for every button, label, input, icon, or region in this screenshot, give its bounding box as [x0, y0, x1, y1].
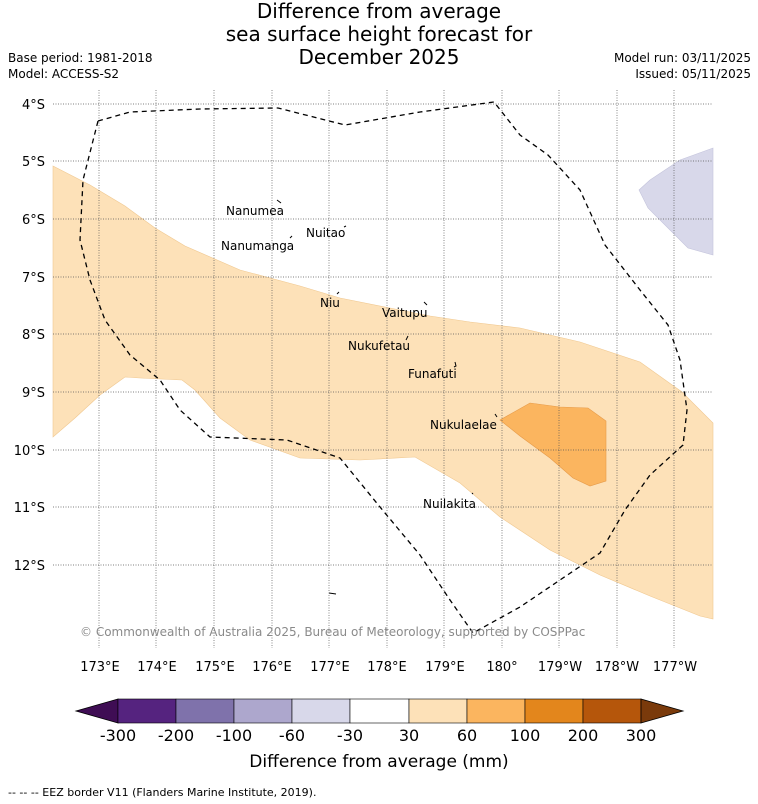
eez-legend-note: -- -- -- EEZ border V11 (Flanders Marine… [8, 786, 317, 799]
colorbar-tick: 30 [399, 726, 419, 745]
issued-date: Issued: 05/11/2025 [635, 67, 751, 81]
lon-label-177w: 177°W [653, 660, 697, 675]
lon-label-175e: 175°E [195, 660, 235, 675]
island-nuitao [343, 225, 347, 228]
place-nukulaelae: Nukulaelae [430, 418, 497, 432]
colorbar-ticks: -300 -200 -100 -60 -30 30 60 100 200 300 [100, 726, 656, 745]
colorbar-tick: -300 [100, 726, 136, 745]
colorbar-tick: -200 [158, 726, 194, 745]
model-name: Model: ACCESS-S2 [8, 67, 120, 81]
colorbar-tick: -30 [337, 726, 363, 745]
lat-label-10s: 10°S [14, 444, 45, 459]
lat-gridlines [53, 103, 713, 566]
lon-gridlines [98, 90, 675, 648]
colorbar-segment [466, 698, 526, 724]
island-vaitupu [423, 301, 428, 306]
lon-label-177e: 177°E [310, 660, 350, 675]
title-line-1: Difference from average [256, 0, 502, 23]
colorbar-segment [582, 698, 642, 724]
lon-label-174e: 174°E [137, 660, 177, 675]
lon-label-180: 180° [486, 660, 517, 675]
anomaly-minus30-minus60mm-region [638, 147, 714, 256]
island-funafuti [453, 361, 457, 368]
title-line-2: sea surface height forecast for [225, 22, 533, 46]
colorbar-segment [291, 698, 351, 724]
lat-labels: 4°S 5°S 6°S 7°S 8°S 9°S 10°S 11°S 12°S [14, 98, 45, 574]
copyright-text: © Commonwealth of Australia 2025, Bureau… [80, 625, 585, 639]
place-nanumea: Nanumea [226, 204, 284, 218]
lat-label-4s: 4°S [22, 98, 45, 113]
colorbar-tick: 200 [568, 726, 599, 745]
lon-label-178w: 178°W [595, 660, 639, 675]
colorbar-segment [349, 698, 410, 724]
island-nukufetau [405, 335, 409, 341]
island-outlines [276, 199, 498, 595]
lat-label-9s: 9°S [22, 386, 45, 401]
lat-label-6s: 6°S [22, 213, 45, 228]
lon-label-179e: 179°E [425, 660, 465, 675]
colorbar-segment [524, 698, 584, 724]
anomaly-60-100mm-region [499, 402, 607, 487]
colorbar-segment [117, 698, 177, 724]
model-run: Model run: 03/11/2025 [613, 51, 751, 65]
colorbar-extend-high [640, 698, 685, 724]
place-vaitupu: Vaitupu [382, 306, 428, 320]
anomaly-30-60mm-region [52, 165, 714, 620]
eez-border [79, 101, 688, 634]
colorbar-tick: -100 [216, 726, 252, 745]
place-nukufetau: Nukufetau [348, 339, 410, 353]
lon-label-173e: 173°E [80, 660, 120, 675]
place-niu: Niu [320, 296, 340, 310]
place-nuilakita: Nuilakita [423, 497, 476, 511]
island-nuilakita [471, 492, 474, 495]
colorbar-segment [233, 698, 293, 724]
place-funafuti: Funafuti [408, 367, 457, 381]
lat-label-8s: 8°S [22, 328, 45, 343]
place-nanumanga: Nanumanga [221, 239, 294, 253]
island-niu [336, 291, 340, 295]
base-period: Base period: 1981-2018 [8, 51, 153, 65]
island-nanumanga [289, 235, 293, 239]
colorbar-title: Difference from average (mm) [249, 752, 508, 772]
place-nuitao: Nuitao [306, 226, 345, 240]
colorbar [74, 698, 685, 724]
island-nanumea [276, 199, 282, 204]
lat-label-11s: 11°S [14, 501, 45, 516]
lat-label-5s: 5°S [22, 155, 45, 170]
lon-label-176e: 176°E [252, 660, 292, 675]
colorbar-extend-low [74, 698, 119, 724]
lon-label-178e: 178°E [367, 660, 407, 675]
lat-label-12s: 12°S [14, 559, 45, 574]
title-line-3: December 2025 [298, 45, 460, 69]
colorbar-segment [175, 698, 235, 724]
colorbar-tick: 60 [457, 726, 477, 745]
island-small-south [328, 592, 337, 595]
lon-label-179w: 179°W [538, 660, 582, 675]
colorbar-segment [408, 698, 468, 724]
lat-label-7s: 7°S [22, 271, 45, 286]
colorbar-tick: -60 [279, 726, 305, 745]
lon-labels: 173°E 174°E 175°E 176°E 177°E 178°E 179°… [80, 660, 697, 675]
colorbar-tick: 300 [626, 726, 657, 745]
island-nukulaelae [494, 413, 498, 418]
colorbar-tick: 100 [510, 726, 541, 745]
